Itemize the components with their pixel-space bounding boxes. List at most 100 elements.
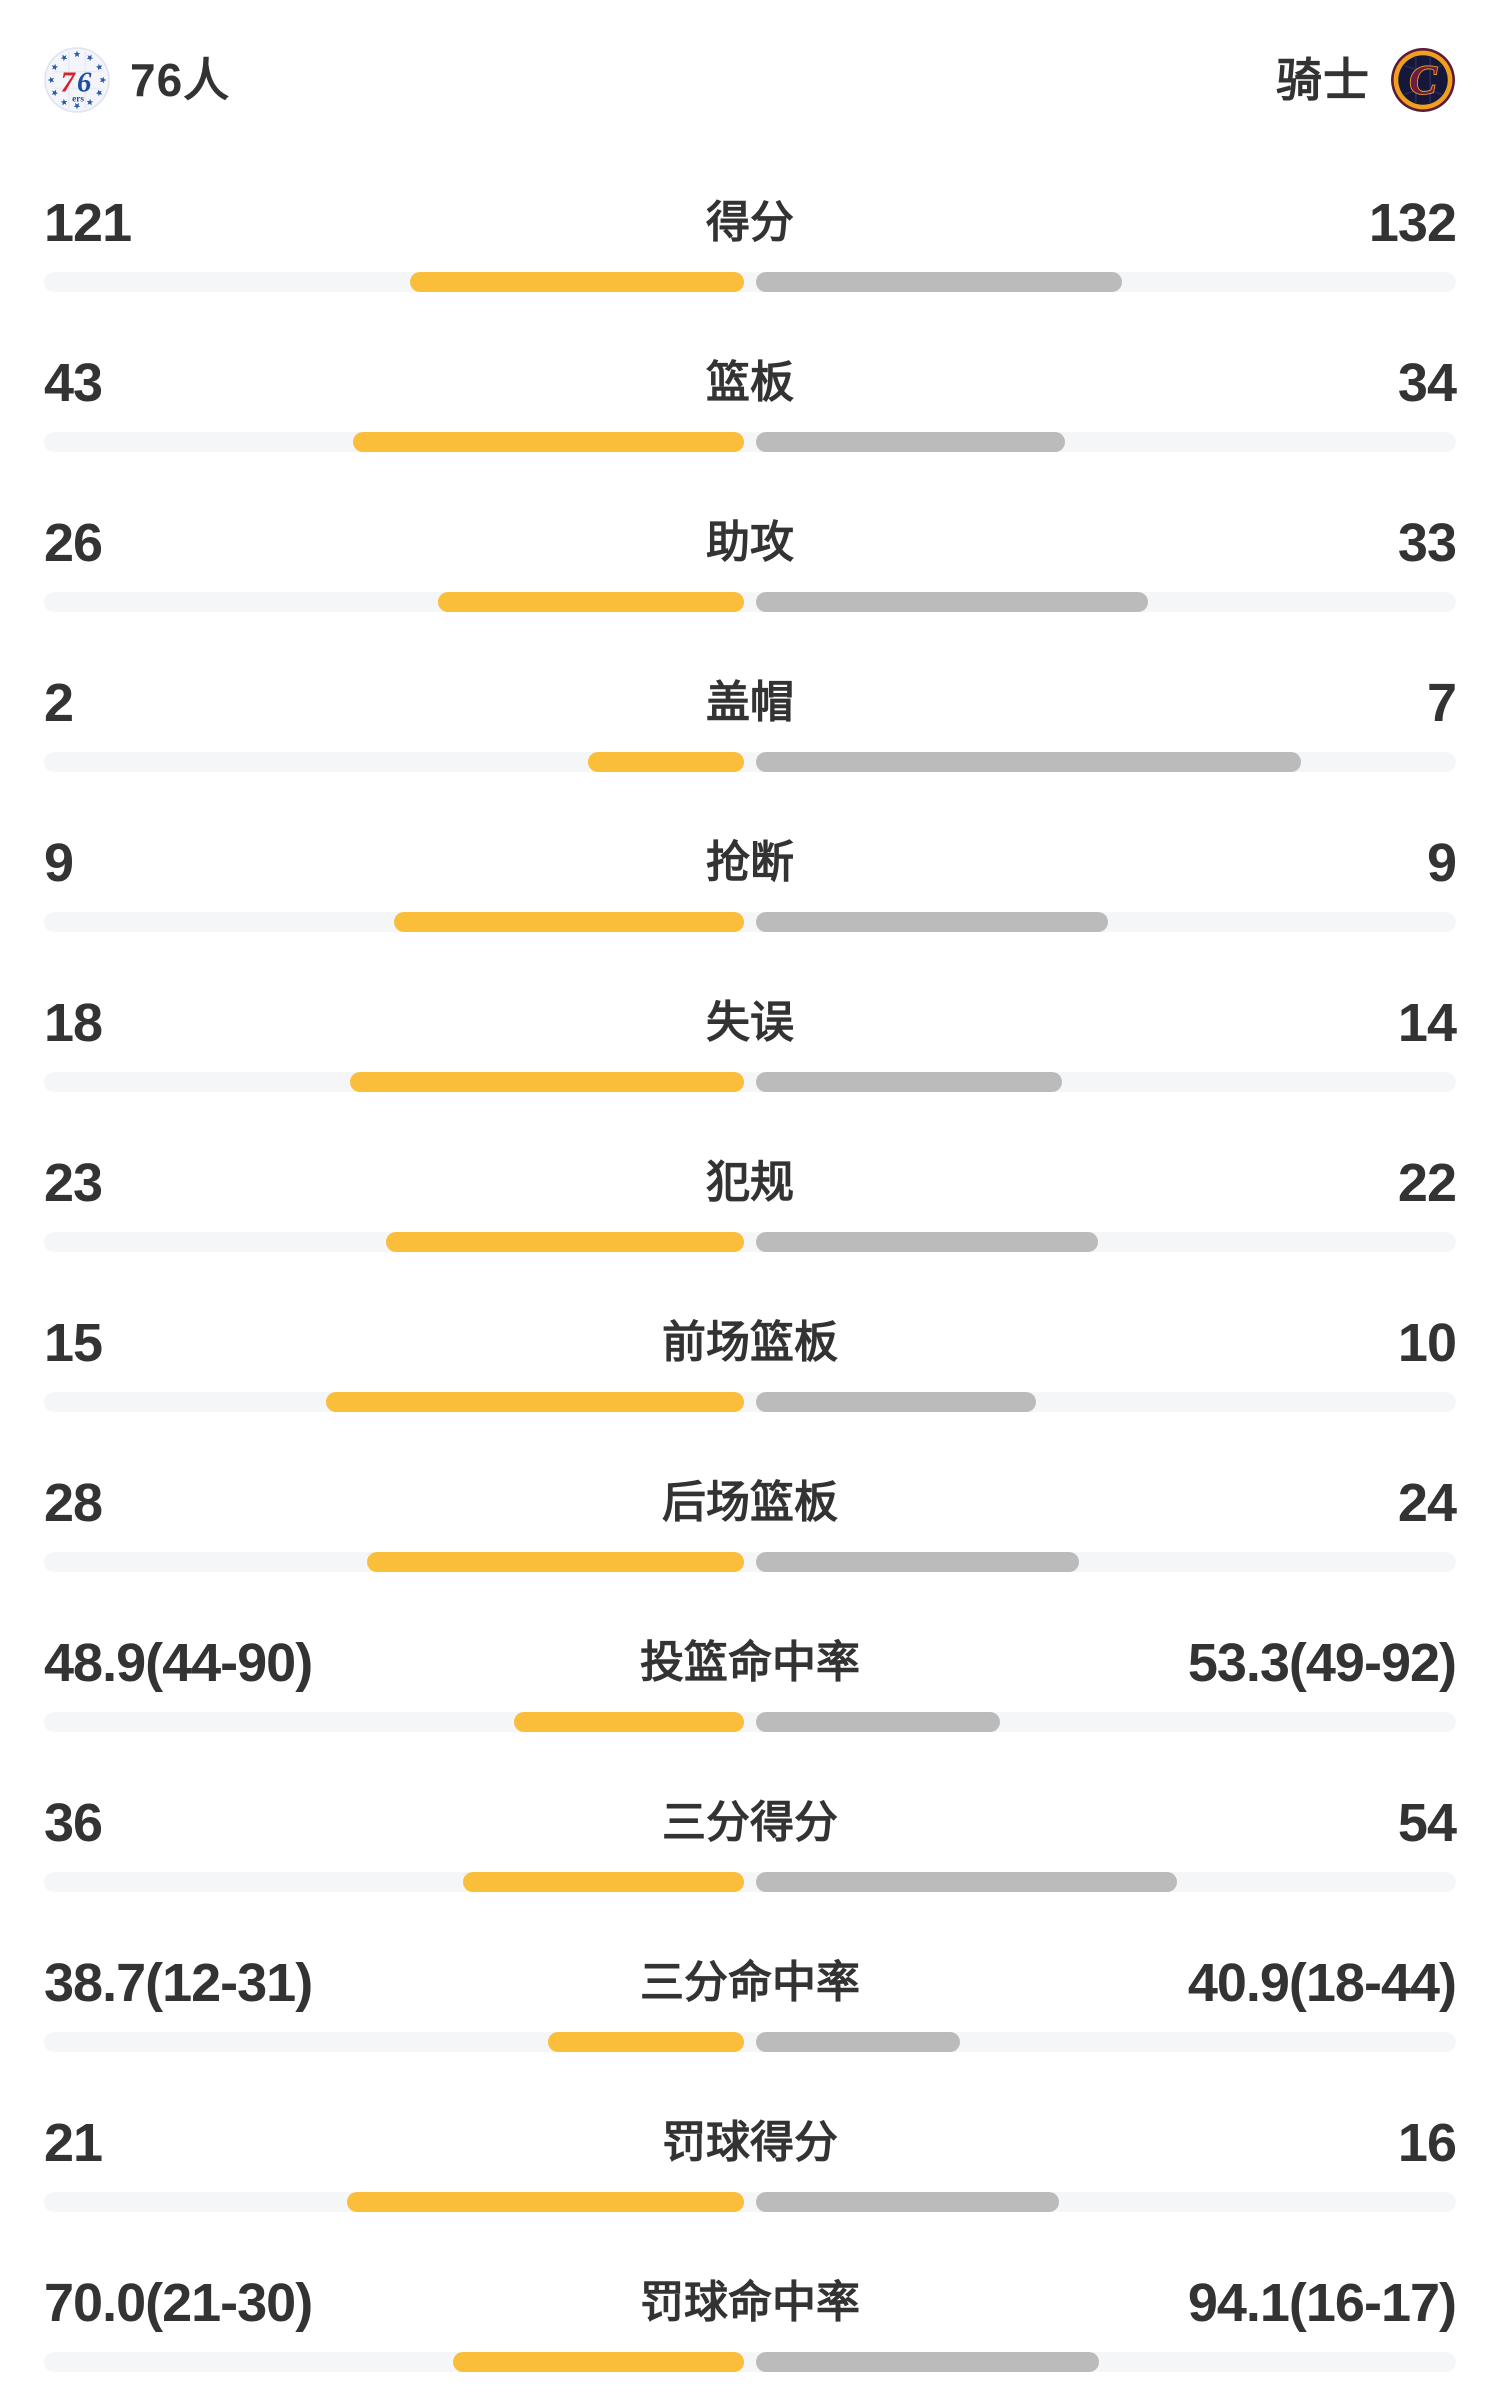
stat-bar-right-team bbox=[756, 2352, 1099, 2372]
stat-label: 投篮命中率 bbox=[640, 1638, 860, 1687]
stat-bar-track bbox=[44, 1552, 1456, 1572]
stat-bar-track bbox=[44, 2032, 1456, 2052]
stat-value-right: 40.9(18-44) bbox=[1187, 1953, 1457, 2013]
stat-value-left: 38.7(12-31) bbox=[44, 1953, 313, 2013]
stat-row: 21 罚球得分 16 bbox=[0, 2080, 1500, 2240]
stat-row: 121 得分 132 bbox=[0, 160, 1500, 320]
stat-label: 得分 bbox=[706, 198, 794, 247]
header: 7 6 ers 76人 骑士 C bbox=[0, 0, 1500, 160]
stat-text-line: 2 盖帽 7 bbox=[44, 640, 1457, 766]
stat-bar-left-team bbox=[453, 2352, 744, 2372]
stat-label: 后场篮板 bbox=[662, 1478, 838, 1527]
stat-value-right: 33 bbox=[1397, 513, 1457, 573]
stat-row: 18 失误 14 bbox=[0, 960, 1500, 1120]
stat-value-left: 21 bbox=[44, 2113, 103, 2173]
stat-value-right: 34 bbox=[1397, 353, 1457, 413]
stat-bar-track bbox=[44, 1392, 1456, 1412]
stat-bar-track bbox=[44, 432, 1456, 452]
stat-text-line: 121 得分 132 bbox=[44, 160, 1457, 286]
stat-bar-track bbox=[44, 2352, 1456, 2372]
stat-value-left: 2 bbox=[44, 673, 74, 733]
stat-row: 48.9(44-90) 投篮命中率 53.3(49-92) bbox=[0, 1600, 1500, 1760]
stat-bar-left-team bbox=[350, 1072, 744, 1092]
stat-text-line: 18 失误 14 bbox=[44, 960, 1457, 1086]
stat-bar-right-team bbox=[756, 432, 1065, 452]
stats-list: 121 得分 132 43 篮板 34 26 助攻 33 2 盖帽 7 bbox=[0, 160, 1500, 2400]
stat-bar-right-team bbox=[756, 752, 1301, 772]
stat-value-right: 16 bbox=[1397, 2113, 1457, 2173]
stat-bar-right-team bbox=[756, 592, 1148, 612]
stat-value-right: 10 bbox=[1397, 1313, 1457, 1373]
stat-text-line: 15 前场篮板 10 bbox=[44, 1280, 1457, 1406]
stat-label: 助攻 bbox=[706, 518, 794, 567]
svg-text:C: C bbox=[1409, 56, 1437, 102]
sixers-logo-icon: 7 6 ers bbox=[44, 47, 110, 113]
stat-row: 43 篮板 34 bbox=[0, 320, 1500, 480]
stat-bar-track bbox=[44, 1712, 1456, 1732]
stat-value-left: 9 bbox=[44, 833, 74, 893]
stat-bar-left-team bbox=[353, 432, 744, 452]
stat-row: 70.0(21-30) 罚球命中率 94.1(16-17) bbox=[0, 2240, 1500, 2400]
stat-row: 28 后场篮板 24 bbox=[0, 1440, 1500, 1600]
stat-bar-left-team bbox=[410, 272, 744, 292]
cavaliers-logo-icon: C bbox=[1391, 48, 1455, 112]
stat-value-left: 43 bbox=[44, 353, 103, 413]
stat-row: 38.7(12-31) 三分命中率 40.9(18-44) bbox=[0, 1920, 1500, 2080]
stat-bar-track bbox=[44, 1072, 1456, 1092]
stat-bar-right-team bbox=[756, 1232, 1098, 1252]
stat-value-left: 23 bbox=[44, 1153, 103, 1213]
stat-text-line: 36 三分得分 54 bbox=[44, 1760, 1457, 1886]
stat-value-right: 24 bbox=[1397, 1473, 1457, 1533]
stat-label: 抢断 bbox=[706, 838, 794, 887]
svg-text:ers: ers bbox=[72, 95, 84, 105]
stat-value-left: 121 bbox=[44, 193, 132, 253]
team-right: 骑士 C bbox=[1276, 47, 1456, 113]
stat-label: 罚球命中率 bbox=[640, 2278, 860, 2327]
stat-text-line: 21 罚球得分 16 bbox=[44, 2080, 1457, 2206]
stat-bar-track bbox=[44, 1872, 1456, 1892]
stat-label: 篮板 bbox=[706, 358, 794, 407]
team-left: 7 6 ers 76人 bbox=[44, 47, 230, 113]
stat-row: 26 助攻 33 bbox=[0, 480, 1500, 640]
stat-text-line: 23 犯规 22 bbox=[44, 1120, 1457, 1246]
stat-value-left: 36 bbox=[44, 1793, 103, 1853]
stat-bar-left-team bbox=[548, 2032, 744, 2052]
stat-value-right: 132 bbox=[1368, 193, 1457, 253]
stat-row: 2 盖帽 7 bbox=[0, 640, 1500, 800]
team-left-name: 76人 bbox=[130, 54, 231, 106]
stat-bar-right-team bbox=[756, 2192, 1059, 2212]
stat-text-line: 43 篮板 34 bbox=[44, 320, 1457, 446]
stat-value-right: 54 bbox=[1397, 1793, 1457, 1853]
stat-bar-right-team bbox=[756, 1872, 1177, 1892]
stat-label: 前场篮板 bbox=[662, 1318, 838, 1367]
stat-bar-left-team bbox=[347, 2192, 744, 2212]
svg-text:6: 6 bbox=[77, 66, 92, 98]
stat-value-left: 48.9(44-90) bbox=[44, 1633, 313, 1693]
stat-bar-right-team bbox=[756, 1072, 1062, 1092]
stat-label: 三分得分 bbox=[662, 1798, 838, 1847]
stat-bar-left-team bbox=[326, 1392, 744, 1412]
stat-value-right: 22 bbox=[1397, 1153, 1457, 1213]
stat-label: 罚球得分 bbox=[662, 2118, 838, 2167]
stat-label: 盖帽 bbox=[706, 678, 794, 727]
stat-label: 失误 bbox=[706, 998, 794, 1047]
stat-text-line: 38.7(12-31) 三分命中率 40.9(18-44) bbox=[44, 1920, 1457, 2046]
stat-value-right: 53.3(49-92) bbox=[1187, 1633, 1457, 1693]
stat-bar-right-team bbox=[756, 1712, 1000, 1732]
stat-bar-left-team bbox=[438, 592, 744, 612]
stat-value-right: 9 bbox=[1426, 833, 1457, 893]
stat-value-left: 70.0(21-30) bbox=[44, 2273, 313, 2333]
stat-bar-left-team bbox=[386, 1232, 744, 1252]
stat-text-line: 48.9(44-90) 投篮命中率 53.3(49-92) bbox=[44, 1600, 1457, 1726]
stat-bar-track bbox=[44, 2192, 1456, 2212]
stat-bar-left-team bbox=[367, 1552, 744, 1572]
stat-bar-left-team bbox=[514, 1712, 744, 1732]
stat-bar-track bbox=[44, 272, 1456, 292]
stat-label: 三分命中率 bbox=[640, 1958, 860, 2007]
stat-bar-track bbox=[44, 1232, 1456, 1252]
stat-row: 23 犯规 22 bbox=[0, 1120, 1500, 1280]
stat-text-line: 28 后场篮板 24 bbox=[44, 1440, 1457, 1566]
stat-bar-right-team bbox=[756, 1552, 1079, 1572]
team-right-name: 骑士 bbox=[1276, 54, 1370, 106]
